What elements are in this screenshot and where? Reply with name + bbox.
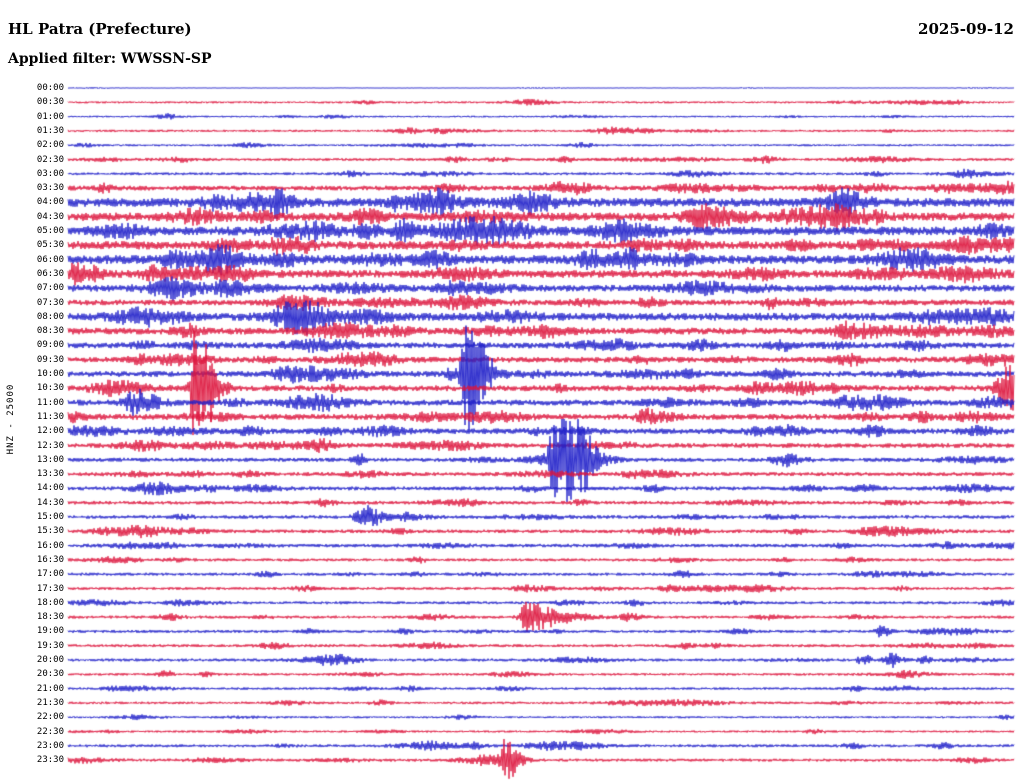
time-label: 14:30 [36,497,64,508]
time-label: 01:30 [36,125,64,136]
time-label: 11:30 [36,411,64,422]
time-label: 16:00 [36,540,64,551]
time-label: 15:00 [36,512,64,522]
time-label: 01:00 [36,111,64,122]
time-label: 09:30 [36,354,64,365]
time-label: 05:30 [36,240,64,251]
time-label: 20:00 [36,655,64,665]
time-label: 15:30 [36,526,64,537]
time-label: 06:00 [36,254,64,265]
time-label: 17:00 [36,569,64,580]
date-label: 2025-09-12 [918,20,1014,38]
time-label: 08:30 [36,326,64,337]
time-label: 03:00 [36,168,64,179]
time-label: 18:00 [36,597,64,608]
time-label: 10:30 [36,383,64,394]
time-label: 03:30 [36,183,64,194]
time-label: 07:30 [36,297,64,308]
time-label: 19:00 [36,626,64,637]
time-label: 21:30 [36,697,64,708]
time-label: 14:00 [36,483,64,494]
time-label: 19:30 [36,640,64,651]
time-label: 00:30 [36,97,64,108]
station-title: HL Patra (Prefecture) [8,20,192,38]
time-label: 02:30 [36,154,64,165]
time-label: 09:00 [36,340,64,351]
time-label: 02:00 [36,140,64,151]
filter-label: Applied filter: WWSSN-SP [8,51,212,67]
time-label: 04:30 [36,211,64,222]
time-label: 12:30 [36,440,64,451]
time-label: 16:30 [36,554,64,565]
time-label: 04:00 [36,197,64,208]
time-label: 10:00 [36,369,64,379]
time-label: 07:00 [36,283,64,294]
time-label: 08:00 [36,311,64,322]
time-label: 06:30 [36,268,64,279]
time-label: 05:00 [36,226,64,236]
time-label: 23:00 [36,740,64,751]
time-label: 22:00 [36,712,64,723]
time-label: 21:00 [36,683,64,694]
time-label: 12:00 [36,426,64,437]
time-label: 11:00 [36,397,64,408]
time-label: 23:30 [36,755,64,766]
time-label: 22:30 [36,726,64,737]
time-label: 13:30 [36,469,64,480]
time-label: 17:30 [36,583,64,594]
time-label: 00:00 [36,83,64,93]
time-label: 18:30 [36,612,64,623]
time-label: 13:00 [36,454,64,465]
time-label: 20:30 [36,669,64,680]
